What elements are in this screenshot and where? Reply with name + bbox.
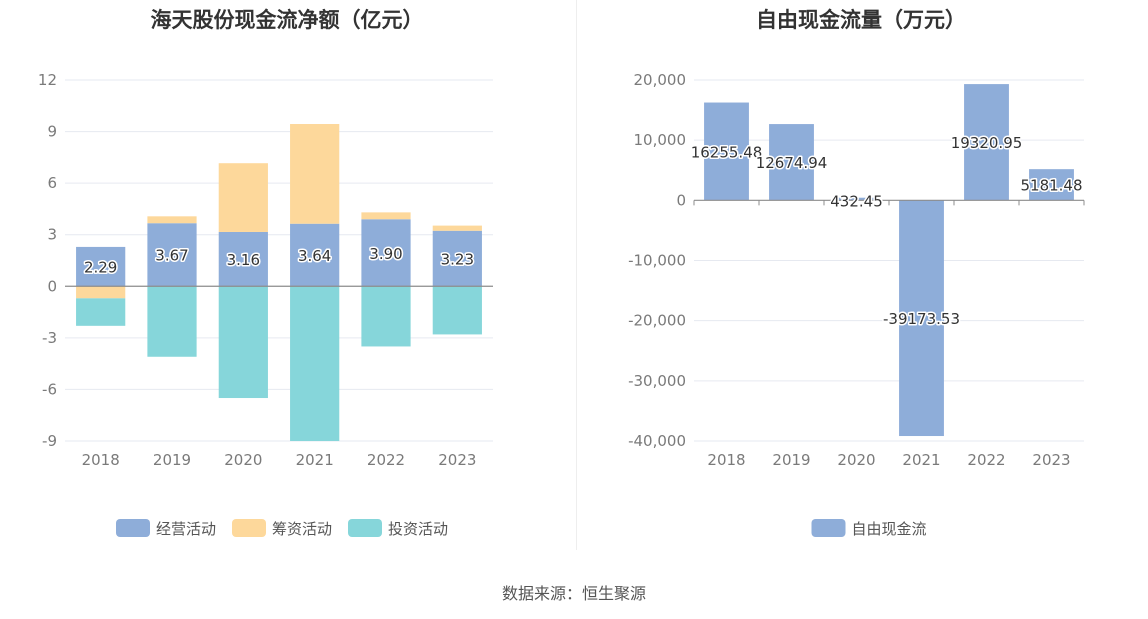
x-tick-label: 2018	[707, 451, 745, 469]
bar	[432, 230, 482, 287]
y-tick-label: 10,000	[634, 131, 687, 149]
x-tick-label: 2020	[837, 451, 875, 469]
data-label: 12674.94	[756, 154, 828, 172]
y-tick-label: -20,000	[628, 312, 686, 330]
right-chart-svg: -40,000 -30,000 -20,000 -10,000 0 10,000 20,00…	[628, 71, 1085, 538]
y-tick-label: 3	[47, 226, 57, 244]
x-tick-label: 2021	[296, 451, 334, 469]
legend-label: 投资活动	[388, 520, 448, 538]
legend-label: 经营活动	[156, 520, 216, 538]
x-tick-label: 2019	[772, 451, 810, 469]
bar	[290, 223, 340, 287]
x-tick-label: 2019	[153, 451, 191, 469]
y-tick-label: 0	[676, 191, 686, 209]
data-label: 3.64	[298, 247, 331, 265]
x-tick-label: 2020	[224, 451, 262, 469]
y-tick-label: -10,000	[628, 252, 686, 270]
y-tick-label: 20,000	[634, 71, 687, 89]
y-tick-label: 12	[38, 71, 57, 89]
y-tick-label: -3	[42, 329, 57, 347]
left-chart-title: 海天股份现金流净额（亿元）	[150, 8, 424, 32]
data-label: 3.16	[227, 251, 260, 269]
bar	[704, 102, 749, 201]
y-tick-label: 6	[47, 174, 57, 192]
bar	[76, 298, 126, 326]
bar	[432, 225, 482, 231]
data-label: 5181.48	[1020, 177, 1082, 195]
data-label: 3.67	[155, 247, 188, 265]
bar	[290, 124, 340, 224]
y-tick-label: -40,000	[628, 432, 686, 450]
bar	[218, 286, 268, 399]
bar	[899, 200, 944, 437]
data-label: 3.23	[441, 251, 474, 269]
right-chart-panel: 自由现金流量（万元） -40,000 -30,000 -20,000 -10,000 0…	[574, 0, 1148, 560]
y-tick-label: -30,000	[628, 372, 686, 390]
bar	[361, 212, 411, 220]
x-tick-label: 2023	[438, 451, 476, 469]
y-tick-label: 9	[47, 123, 57, 141]
legend-swatch	[232, 519, 266, 537]
bar	[361, 219, 411, 287]
legend-swatch	[811, 519, 846, 537]
x-tick-label: 2022	[967, 451, 1005, 469]
right-chart-title: 自由现金流量（万元）	[756, 8, 966, 32]
legend-swatch	[116, 519, 150, 537]
data-label: 2.29	[84, 259, 117, 277]
data-label: 3.90	[369, 245, 402, 263]
data-label: -39173.53	[883, 310, 960, 328]
x-tick-label: 2021	[902, 451, 940, 469]
y-tick-label: -6	[42, 380, 57, 398]
bar	[218, 231, 268, 287]
legend-label: 自由现金流	[852, 520, 927, 538]
bar	[76, 246, 126, 287]
left-chart-svg: -9 -6 -3 0 3 6 9 12 2.29 3.67 3.16 3.64 3.90 3.23 2018…	[38, 71, 493, 538]
bar	[1029, 169, 1074, 201]
bar	[834, 197, 879, 201]
y-tick-label: 0	[47, 277, 57, 295]
bar	[361, 286, 411, 347]
data-label: 19320.95	[951, 134, 1023, 152]
bar	[290, 286, 340, 441]
x-tick-label: 2022	[367, 451, 405, 469]
bar	[76, 286, 126, 299]
data-label: 16255.48	[691, 143, 763, 161]
panel-divider	[576, 0, 577, 550]
bar	[769, 124, 814, 201]
bar	[147, 223, 197, 287]
data-label: 432.45	[830, 192, 883, 210]
bar	[147, 216, 197, 224]
legend-label: 筹资活动	[272, 520, 332, 538]
source-note: 数据来源：恒生聚源	[501, 584, 646, 603]
legend-swatch	[348, 519, 382, 537]
y-tick-label: -9	[42, 432, 57, 450]
bar	[147, 286, 197, 357]
bar	[218, 163, 268, 232]
x-tick-label: 2018	[82, 451, 120, 469]
bar	[964, 84, 1009, 201]
left-chart-panel: 海天股份现金流净额（亿元） -9 -6 -3 0 3 6 9 12 2.29 3.67 3.16 3.…	[0, 0, 574, 560]
bar	[432, 286, 482, 335]
x-tick-label: 2023	[1032, 451, 1070, 469]
